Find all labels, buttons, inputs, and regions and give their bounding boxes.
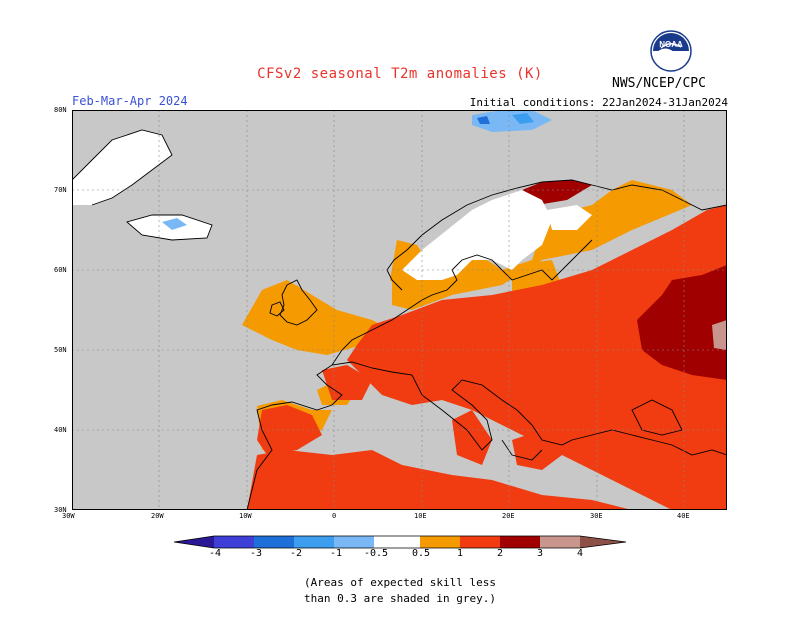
colorbar-bin <box>254 536 294 548</box>
colorbar-label: -2 <box>290 548 303 559</box>
colorbar-label: -0.5 <box>364 548 389 559</box>
skill-note-line2: than 0.3 are shaded in grey.) <box>303 592 497 605</box>
logo-text: NOAA <box>659 40 683 49</box>
forecast-period: Feb-Mar-Apr 2024 <box>72 94 188 108</box>
colorbar-bin <box>500 536 540 548</box>
graticule <box>72 110 727 510</box>
lat-tick-40n: 40N <box>54 426 67 434</box>
noaa-logo: NOAA <box>650 30 692 72</box>
lon-tick-0: 0 <box>332 512 337 520</box>
colorbar-label: 3 <box>537 548 544 559</box>
map-frame <box>72 110 727 510</box>
colorbar-label: -4 <box>209 548 222 559</box>
skill-note: (Areas of expected skill less than 0.3 a… <box>0 575 800 607</box>
anomaly-red <box>247 205 727 510</box>
colorbar-bin <box>214 536 254 548</box>
lat-tick-50n: 50N <box>54 346 67 354</box>
lat-tick-60n: 60N <box>54 266 67 274</box>
colorbar-arrow-high <box>580 536 626 548</box>
lat-tick-80n: 80N <box>54 106 67 114</box>
colorbar-label: 4 <box>577 548 584 559</box>
lon-tick-40e: 40E <box>677 512 690 520</box>
anomaly-brown <box>712 320 727 350</box>
lon-tick-10e: 10E <box>414 512 427 520</box>
colorbar-bin <box>374 536 420 548</box>
colorbar-label: 1 <box>457 548 464 559</box>
skill-note-line1: (Areas of expected skill less <box>303 576 497 589</box>
colorbar-bin <box>334 536 374 548</box>
anomaly-blue <box>162 110 552 230</box>
map-title: CFSv2 seasonal T2m anomalies (K) <box>257 66 543 82</box>
colorbar-bin <box>420 536 460 548</box>
anomaly-map <box>72 110 727 510</box>
colorbar-label: 0.5 <box>412 548 431 559</box>
lon-tick-30e: 30E <box>590 512 603 520</box>
colorbar-label: -3 <box>250 548 263 559</box>
colorbar-bin <box>294 536 334 548</box>
initial-conditions: Initial conditions: 22Jan2024-31Jan2024 <box>469 96 728 109</box>
lat-tick-30n: 30N <box>54 506 67 514</box>
lon-tick-30w: 30W <box>62 512 75 520</box>
lon-tick-10w: 10W <box>239 512 252 520</box>
colorbar-arrow-low <box>174 536 214 548</box>
lon-tick-20e: 20E <box>502 512 515 520</box>
colorbar <box>174 535 626 549</box>
lon-tick-20w: 20W <box>151 512 164 520</box>
colorbar-bin <box>540 536 580 548</box>
agency-label: NWS/NCEP/CPC <box>612 76 706 91</box>
colorbar-label: 2 <box>497 548 504 559</box>
colorbar-label: -1 <box>330 548 343 559</box>
lat-tick-70n: 70N <box>54 186 67 194</box>
colorbar-bin <box>460 536 500 548</box>
